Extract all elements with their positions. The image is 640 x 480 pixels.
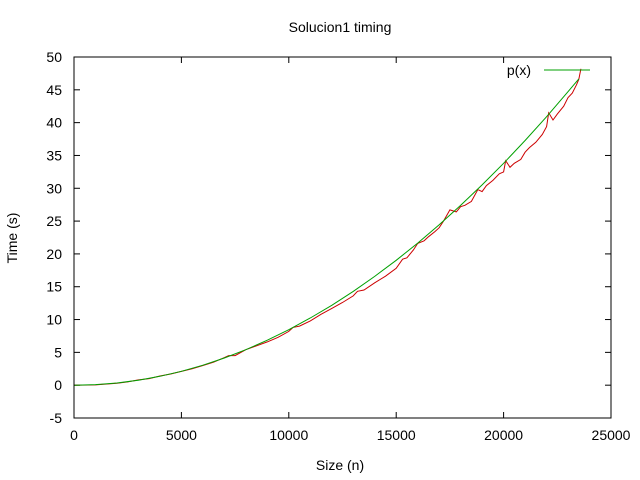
x-tick-label: 0 (70, 427, 78, 443)
y-tick-label: 50 (46, 49, 62, 65)
y-tick-label: 45 (46, 82, 62, 98)
series-layer (73, 68, 582, 386)
y-tick-label: 0 (54, 377, 62, 393)
axis-ticks: 0 5000 10000 15000 20000 25000 -5 0 5 10 15 20 25 30 3… (46, 49, 630, 443)
x-tick-label: 20000 (484, 427, 523, 443)
x-tick-label: 5000 (166, 427, 197, 443)
y-tick-label: 5 (54, 344, 62, 360)
series-line-fit (73, 78, 580, 386)
y-tick-label: 20 (46, 246, 62, 262)
y-tick-label: 10 (46, 312, 62, 328)
y-tick-label: -5 (50, 410, 63, 426)
y-tick-label: 25 (46, 213, 62, 229)
y-tick-label: 30 (46, 180, 62, 196)
y-axis-label: Time (s) (4, 213, 20, 264)
legend: p(x) (507, 62, 590, 78)
x-axis-label: Size (n) (316, 457, 364, 473)
y-tick-label: 35 (46, 147, 62, 163)
x-tick-label: 10000 (269, 427, 308, 443)
x-tick-label: 25000 (592, 427, 631, 443)
chart-title: Solucion1 timing (289, 19, 392, 35)
plot-frame (73, 56, 612, 419)
x-tick-label: 15000 (377, 427, 416, 443)
series-line-measured (73, 68, 582, 386)
legend-label: p(x) (507, 62, 531, 78)
y-tick-label: 15 (46, 279, 62, 295)
y-tick-label: 40 (46, 115, 62, 131)
